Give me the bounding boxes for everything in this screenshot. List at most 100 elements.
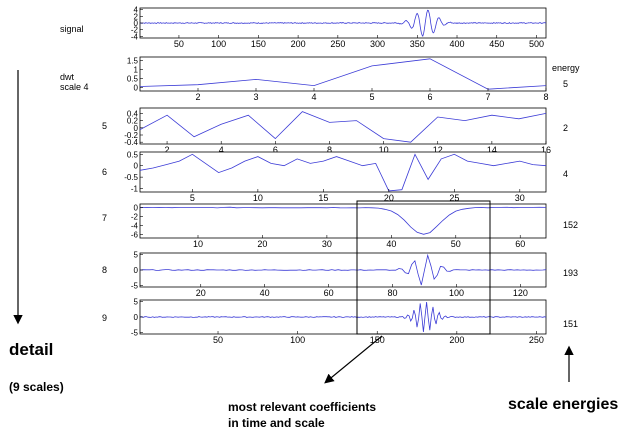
y-tick-label: -2 bbox=[131, 213, 139, 222]
x-tick-label: 10 bbox=[379, 145, 389, 155]
x-tick-label: 100 bbox=[449, 288, 464, 298]
y-tick-label: 0.4 bbox=[127, 109, 139, 118]
detail-label: detail bbox=[9, 340, 54, 359]
energy-header: energy bbox=[552, 63, 580, 73]
series-line bbox=[139, 153, 547, 192]
y-tick-label: -5 bbox=[131, 281, 139, 290]
series-line bbox=[139, 206, 547, 235]
y-tick-label: 2 bbox=[134, 12, 139, 21]
x-tick-label: 14 bbox=[487, 145, 497, 155]
axes-frame bbox=[139, 203, 547, 239]
energy-value-2: 2 bbox=[563, 123, 569, 133]
x-tick-label: 20 bbox=[196, 288, 206, 298]
x-tick-label: 10 bbox=[193, 239, 203, 249]
x-tick-label: 60 bbox=[515, 239, 525, 249]
relevant-label-line1: most relevant coefficients bbox=[228, 400, 377, 414]
x-tick-label: 6 bbox=[273, 145, 278, 155]
energy-value-1: 5 bbox=[563, 79, 569, 89]
panel-1: 2 3 4 5 6 7 8 1.510.50 bbox=[127, 57, 549, 102]
x-tick-label: 3 bbox=[253, 92, 258, 102]
x-tick-label: 40 bbox=[386, 239, 396, 249]
y-tick-label: 5 bbox=[134, 251, 139, 260]
y-tick-label: 0 bbox=[134, 313, 139, 322]
x-tick-label: 100 bbox=[290, 335, 305, 345]
y-tick-label: 5 bbox=[134, 298, 139, 307]
x-tick-label: 150 bbox=[251, 39, 266, 49]
axes-frame bbox=[139, 56, 547, 92]
y-tick-label: 0.2 bbox=[127, 117, 139, 126]
x-tick-label: 2 bbox=[165, 145, 170, 155]
row-label-5: 8 bbox=[102, 265, 108, 275]
x-tick-label: 20 bbox=[257, 239, 267, 249]
x-tick-label: 7 bbox=[485, 92, 490, 102]
row-label-2: 5 bbox=[102, 121, 108, 131]
series-line bbox=[139, 302, 547, 332]
x-tick-label: 400 bbox=[449, 39, 464, 49]
panel-6: 5010015020025050-5 bbox=[131, 298, 547, 345]
row-label-6: 9 bbox=[102, 313, 108, 323]
y-tick-label: 4 bbox=[134, 6, 139, 15]
x-tick-label: 8 bbox=[327, 145, 332, 155]
x-tick-label: 5 bbox=[190, 193, 195, 203]
axes-frame bbox=[139, 107, 547, 145]
y-tick-label: -4 bbox=[131, 32, 139, 41]
x-tick-label: 20 bbox=[384, 193, 394, 203]
x-tick-label: 25 bbox=[449, 193, 459, 203]
energy-value-6: 151 bbox=[563, 319, 579, 329]
scales-label: (9 scales) bbox=[9, 380, 64, 394]
panel-0: 50 100 150 200 250 300 350 400 450 500 420-2-4 bbox=[131, 6, 547, 49]
y-tick-label: -6 bbox=[131, 230, 139, 239]
panel-5: 20 40 60 80 100 120 5 0 -5 bbox=[131, 251, 547, 298]
series-line bbox=[139, 253, 547, 286]
x-tick-label: 100 bbox=[211, 39, 226, 49]
axes-frame bbox=[139, 151, 547, 193]
energy-value-3: 4 bbox=[563, 169, 569, 179]
panel-2: 2 4 6 8 10 12 14 16 0.40.20-0.2-0.4 bbox=[124, 107, 551, 155]
x-tick-label: 60 bbox=[324, 288, 334, 298]
y-tick-label: -0.2 bbox=[124, 131, 138, 140]
x-tick-label: 10 bbox=[253, 193, 263, 203]
relevance-box bbox=[356, 200, 491, 335]
x-tick-label: 50 bbox=[451, 239, 461, 249]
x-tick-label: 8 bbox=[543, 92, 548, 102]
y-tick-label: 0 bbox=[134, 19, 139, 28]
x-tick-label: 40 bbox=[260, 288, 270, 298]
energy-value-5: 193 bbox=[563, 268, 579, 278]
y-tick-label: 0 bbox=[134, 124, 139, 133]
row-label-4: 7 bbox=[102, 213, 108, 223]
series-line bbox=[139, 111, 547, 143]
panel-4: 10 20 30 40 50 60 0-2-4-6 bbox=[131, 203, 547, 249]
x-tick-label: 30 bbox=[322, 239, 332, 249]
x-tick-label: 16 bbox=[541, 145, 551, 155]
y-tick-label: -0.4 bbox=[124, 138, 138, 147]
y-tick-label: -1 bbox=[131, 185, 139, 194]
y-tick-label: -5 bbox=[131, 328, 139, 337]
y-tick-label: 0 bbox=[134, 162, 139, 171]
y-tick-label: -0.5 bbox=[124, 173, 138, 182]
x-tick-label: 80 bbox=[388, 288, 398, 298]
y-tick-label: 0 bbox=[134, 204, 139, 213]
relevance-arrow bbox=[324, 335, 383, 384]
x-tick-label: 30 bbox=[515, 193, 525, 203]
series-line bbox=[139, 58, 547, 90]
x-tick-label: 120 bbox=[513, 288, 528, 298]
x-tick-label: 5 bbox=[369, 92, 374, 102]
y-tick-label: -2 bbox=[131, 26, 139, 35]
x-tick-label: 2 bbox=[195, 92, 200, 102]
row-label-1: dwt scale 4 bbox=[60, 72, 89, 92]
x-tick-label: 4 bbox=[311, 92, 316, 102]
y-tick-label: 0 bbox=[134, 266, 139, 275]
y-tick-label: 0.5 bbox=[127, 74, 139, 83]
x-tick-label: 250 bbox=[330, 39, 345, 49]
row-label-3: 6 bbox=[102, 167, 108, 177]
x-tick-label: 450 bbox=[489, 39, 504, 49]
y-tick-label: 1 bbox=[134, 66, 139, 75]
x-tick-label: 200 bbox=[291, 39, 306, 49]
x-tick-label: 12 bbox=[433, 145, 443, 155]
x-tick-label: 50 bbox=[213, 335, 223, 345]
y-tick-label: 1.5 bbox=[127, 57, 139, 66]
series-line bbox=[139, 9, 547, 37]
panel-3: 5 10 15 20 25 30 0.5 0 -0.5 -1 bbox=[124, 150, 547, 203]
x-tick-label: 6 bbox=[427, 92, 432, 102]
